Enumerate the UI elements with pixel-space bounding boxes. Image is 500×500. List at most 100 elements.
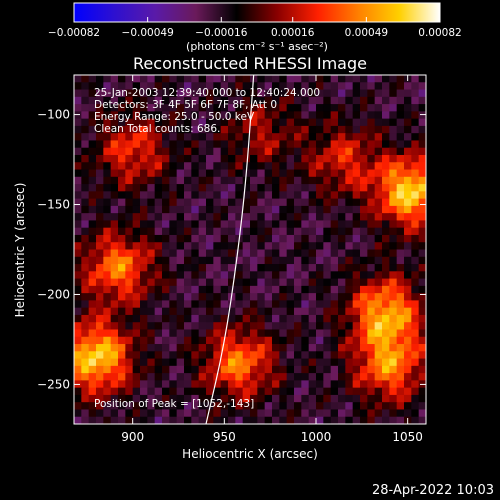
heatmap-cell bbox=[81, 133, 90, 142]
heatmap-cell bbox=[132, 125, 141, 134]
heatmap-cell bbox=[140, 285, 148, 294]
heatmap-cell bbox=[374, 336, 383, 345]
heatmap-cell bbox=[345, 365, 354, 374]
heatmap-cell bbox=[323, 285, 332, 294]
heatmap-cell bbox=[374, 264, 383, 272]
heatmap-cell bbox=[220, 344, 229, 352]
heatmap-cell bbox=[162, 285, 170, 294]
x-axis: 900 950 1000 1050 bbox=[121, 75, 423, 444]
heatmap-cell bbox=[367, 220, 376, 229]
heatmap-cell bbox=[96, 89, 104, 98]
heatmap-cell bbox=[242, 402, 251, 411]
heatmap-cell bbox=[81, 140, 90, 149]
heatmap-cell bbox=[294, 314, 302, 323]
heatmap-cell bbox=[338, 227, 346, 236]
heatmap-cell bbox=[264, 140, 273, 149]
heatmap-cell bbox=[389, 191, 398, 200]
heatmap-cell bbox=[264, 380, 273, 389]
heatmap-cell bbox=[213, 147, 222, 156]
heatmap-cell bbox=[257, 198, 266, 207]
heatmap-cell bbox=[360, 373, 368, 381]
heatmap-cell bbox=[184, 96, 192, 105]
heatmap-cell bbox=[330, 111, 339, 120]
heatmap-cell bbox=[110, 118, 119, 127]
heatmap-cell bbox=[308, 416, 317, 424]
heatmap-cell bbox=[264, 133, 273, 142]
heatmap-cell bbox=[213, 387, 222, 396]
heatmap-cell bbox=[352, 351, 361, 360]
heatmap-cell bbox=[389, 329, 398, 338]
heatmap-cell bbox=[154, 256, 163, 265]
heatmap-cell bbox=[96, 314, 104, 323]
heatmap-cell bbox=[323, 373, 332, 381]
heatmap-cell bbox=[338, 264, 346, 272]
heatmap-cell bbox=[132, 344, 141, 352]
heatmap-cell bbox=[389, 198, 398, 207]
heatmap-cell bbox=[103, 213, 112, 222]
heatmap-cell bbox=[382, 329, 390, 338]
heatmap-cell bbox=[279, 234, 288, 243]
heatmap-cell bbox=[220, 365, 229, 374]
heatmap-cell bbox=[140, 351, 148, 360]
heatmap-cell bbox=[154, 191, 163, 200]
heatmap-cell bbox=[125, 322, 134, 331]
heatmap-cell bbox=[176, 82, 185, 91]
heatmap-cell bbox=[125, 227, 134, 236]
heatmap-cell bbox=[367, 89, 376, 98]
heatmap-cell bbox=[154, 409, 163, 418]
colorbar-tick-label: −0.00049 bbox=[122, 27, 174, 39]
heatmap-cell bbox=[367, 198, 376, 207]
heatmap-cell bbox=[118, 125, 126, 134]
heatmap-cell bbox=[257, 387, 266, 396]
heatmap-cell bbox=[220, 213, 229, 222]
heatmap-cell bbox=[235, 344, 244, 352]
heatmap-cell bbox=[169, 140, 178, 149]
heatmap-cell bbox=[169, 191, 178, 200]
heatmap-cell bbox=[257, 351, 266, 360]
heatmap-cell bbox=[191, 329, 200, 338]
heatmap-cell bbox=[250, 169, 258, 178]
heatmap-cell bbox=[279, 256, 288, 265]
heatmap-cell bbox=[154, 220, 163, 229]
heatmap-cell bbox=[301, 89, 310, 98]
heatmap-cell bbox=[162, 293, 170, 301]
heatmap-cell bbox=[213, 140, 222, 149]
heatmap-cell bbox=[396, 351, 405, 360]
heatmap-cell bbox=[330, 285, 339, 294]
heatmap-cell bbox=[169, 89, 178, 98]
heatmap-cell bbox=[367, 176, 376, 185]
heatmap-cell bbox=[228, 351, 236, 360]
heatmap-cell bbox=[110, 227, 119, 236]
heatmap-cell bbox=[264, 358, 273, 367]
heatmap-cell bbox=[88, 307, 97, 316]
heatmap-cell bbox=[338, 176, 346, 185]
heatmap-cell bbox=[191, 169, 200, 178]
heatmap-cell bbox=[323, 344, 332, 352]
heatmap-cell bbox=[272, 394, 280, 403]
heatmap-cell bbox=[235, 416, 244, 424]
heatmap-cell bbox=[147, 234, 156, 243]
heatmap-cell bbox=[184, 169, 192, 178]
heatmap-cell bbox=[103, 373, 112, 381]
heatmap-cell bbox=[411, 307, 420, 316]
heatmap-cell bbox=[374, 365, 383, 374]
heatmap-cell bbox=[250, 162, 258, 171]
heatmap-cell bbox=[360, 380, 368, 389]
heatmap-cell bbox=[169, 118, 178, 127]
heatmap-cell bbox=[213, 75, 222, 83]
heatmap-cell bbox=[396, 213, 405, 222]
heatmap-cell bbox=[279, 329, 288, 338]
heatmap-cell bbox=[279, 205, 288, 214]
heatmap-cell bbox=[191, 373, 200, 381]
heatmap-cell bbox=[345, 285, 354, 294]
heatmap-cell bbox=[316, 198, 324, 207]
heatmap-cell bbox=[396, 75, 405, 83]
heatmap-cell bbox=[272, 184, 280, 192]
heatmap-cell bbox=[374, 300, 383, 309]
heatmap-cell bbox=[169, 409, 178, 418]
heatmap-cell bbox=[316, 89, 324, 98]
heatmap-cell bbox=[294, 242, 302, 251]
heatmap-cell bbox=[418, 416, 426, 424]
heatmap-cell bbox=[257, 147, 266, 156]
heatmap-cell bbox=[250, 322, 258, 331]
